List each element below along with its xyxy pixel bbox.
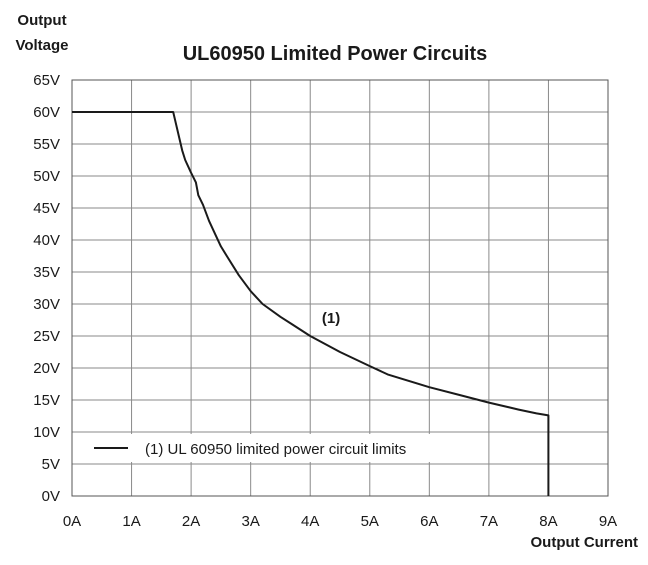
plot-frame xyxy=(71,79,609,497)
grid-lines xyxy=(71,79,609,497)
y-tick-label: 25V xyxy=(33,328,60,345)
curve-annotation: (1) xyxy=(322,310,340,327)
x-tick-label: 8A xyxy=(539,513,557,530)
x-tick-label: 6A xyxy=(420,513,438,530)
y-tick-label: 15V xyxy=(33,392,60,409)
y-axis-label-line2: Voltage xyxy=(15,37,68,54)
y-tick-label: 65V xyxy=(33,72,60,89)
legend-label: (1) UL 60950 limited power circuit limit… xyxy=(145,441,406,458)
legend: (1) UL 60950 limited power circuit limit… xyxy=(84,434,470,462)
y-tick-label: 55V xyxy=(33,136,60,153)
y-tick-label: 40V xyxy=(33,232,60,249)
x-tick-labels: 0A 1A 2A 3A 4A 5A 6A 7A 8A 9A xyxy=(63,513,617,530)
chart-title: UL60950 Limited Power Circuits xyxy=(183,43,488,65)
y-tick-label: 20V xyxy=(33,360,60,377)
x-tick-label: 4A xyxy=(301,513,319,530)
series-line-ul60950-limit xyxy=(72,111,550,496)
y-tick-label: 60V xyxy=(33,104,60,121)
x-tick-label: 7A xyxy=(480,513,498,530)
y-tick-label: 10V xyxy=(33,424,60,441)
legend-box xyxy=(84,434,470,462)
x-tick-label: 3A xyxy=(241,513,259,530)
y-tick-label: 45V xyxy=(33,200,60,217)
y-tick-label: 0V xyxy=(42,488,60,505)
y-axis-label-line1: Output xyxy=(17,12,66,29)
y-tick-label: 30V xyxy=(33,296,60,313)
x-tick-label: 1A xyxy=(122,513,140,530)
x-tick-label: 2A xyxy=(182,513,200,530)
y-tick-label: 5V xyxy=(42,456,60,473)
x-tick-label: 5A xyxy=(361,513,379,530)
x-tick-label: 9A xyxy=(599,513,617,530)
x-tick-label: 0A xyxy=(63,513,81,530)
y-tick-labels: 0V 5V 10V 15V 20V 25V 30V 35V 40V 45V 50V 55V 60V 65V xyxy=(33,72,60,505)
x-axis-label: Output Current xyxy=(531,534,638,551)
y-tick-label: 50V xyxy=(33,168,60,185)
y-tick-label: 35V xyxy=(33,264,60,281)
